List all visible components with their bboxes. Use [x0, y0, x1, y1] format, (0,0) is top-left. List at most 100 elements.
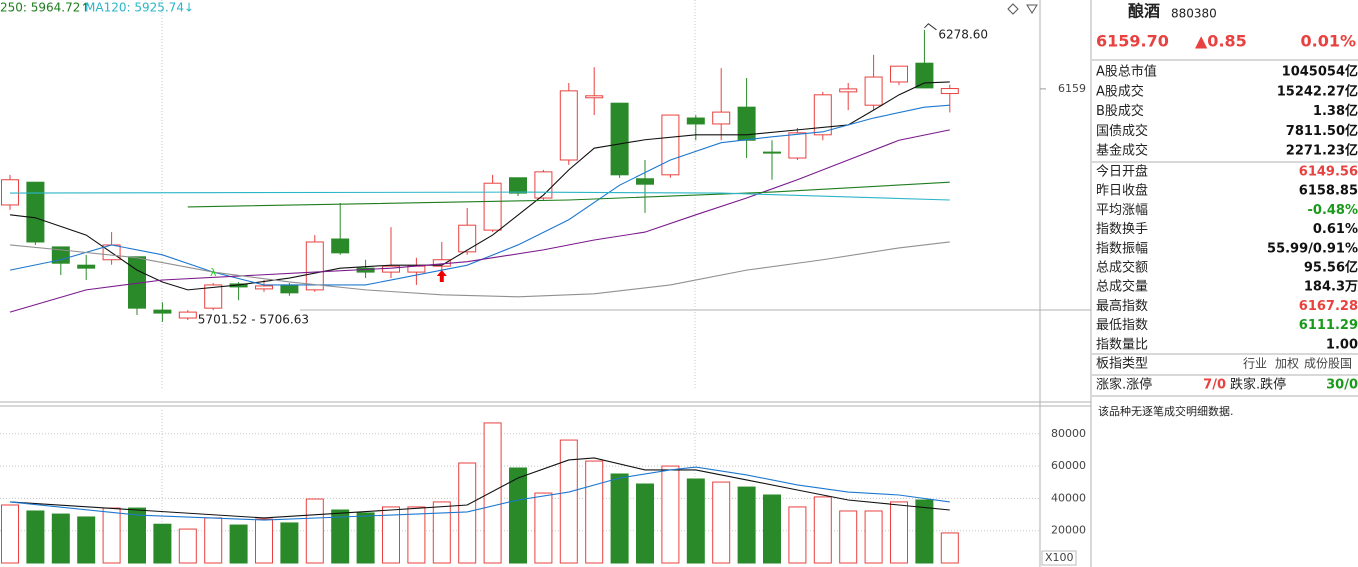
- ma120-legend: MA120: 5925.74↓: [85, 1, 194, 15]
- down-count: 30/0: [1326, 378, 1358, 393]
- row-value: 6149.56: [1299, 165, 1358, 180]
- row-label: 指数量比: [1096, 337, 1148, 352]
- ma-line: [187, 181, 950, 208]
- candle-body: [204, 284, 223, 309]
- volume-bar: [915, 499, 934, 564]
- volume-bar: [763, 494, 781, 564]
- row-label: 最高指数: [1096, 298, 1148, 314]
- volume-bar: [407, 506, 426, 564]
- row-label: 总成交额: [1096, 260, 1148, 276]
- volume-bar: [788, 506, 807, 564]
- row-label: 指数振幅: [1096, 241, 1148, 256]
- row-value: 15242.27亿: [1277, 83, 1358, 99]
- unit-label: X100: [1045, 551, 1074, 564]
- candle-body: [610, 102, 629, 176]
- row-value: 7811.50亿: [1286, 123, 1358, 139]
- candle-body: [1, 179, 19, 206]
- row-value: 2271.23亿: [1286, 143, 1358, 159]
- volume-bar: [737, 486, 756, 564]
- candle-body: [178, 311, 197, 319]
- volume-bar: [229, 524, 248, 564]
- ma-line: [9, 191, 950, 201]
- candle-body: [153, 309, 172, 314]
- row-value: 1.00: [1326, 337, 1358, 352]
- candle-body: [407, 265, 426, 273]
- row-label: 跌家.跌停: [1230, 377, 1286, 393]
- volume-bar: [483, 422, 502, 564]
- candle-body: [788, 132, 807, 159]
- candle-body: [864, 76, 883, 106]
- low-annotation: 5701.52 - 5706.63: [198, 312, 309, 326]
- diamond-icon[interactable]: [1007, 3, 1019, 15]
- row-label: A股总市值: [1096, 64, 1157, 80]
- row-value: 6167.28: [1299, 299, 1358, 314]
- y-tick-label: 80000: [1051, 427, 1086, 440]
- y-tick-label: 20000: [1051, 524, 1086, 537]
- change: ▲0.85: [1195, 32, 1247, 51]
- volume-bar: [636, 483, 654, 564]
- ma250-legend: 250: 5964.72↑: [0, 1, 90, 15]
- volume-bar: [839, 510, 858, 564]
- row-value: 184.3万: [1304, 280, 1358, 295]
- volume-ma-line: [9, 457, 950, 519]
- candle-body: [813, 94, 832, 136]
- candle-body: [305, 241, 324, 291]
- volume-bar: [331, 509, 350, 564]
- volume-bar: [686, 478, 705, 564]
- y-tick-label: 6159: [1058, 82, 1086, 95]
- ma-line: [9, 81, 950, 291]
- candle-body: [280, 284, 299, 294]
- row-value: 6111.29: [1299, 318, 1358, 333]
- candle-body: [661, 114, 680, 176]
- type-option[interactable]: 行业: [1243, 357, 1267, 371]
- row-label: A股成交: [1096, 83, 1144, 99]
- ma-line: [9, 241, 950, 298]
- candle-body: [534, 171, 553, 199]
- volume-bar: [280, 522, 299, 564]
- volume-bar: [26, 510, 45, 564]
- row-label: 最低指数: [1096, 318, 1148, 333]
- message: 该品种无逐笔成交明细数据.: [1098, 404, 1234, 418]
- ma-line: [9, 104, 950, 286]
- row-label: 昨日收盘: [1096, 183, 1148, 199]
- volume-bar: [305, 498, 324, 564]
- row-value: 0.61%: [1313, 222, 1358, 237]
- candle-body: [382, 265, 400, 273]
- candle-body: [458, 224, 477, 253]
- row-value: 1045054亿: [1282, 64, 1358, 80]
- type-option[interactable]: 成份股国: [1304, 357, 1352, 371]
- row-value: 1.38亿: [1313, 103, 1358, 119]
- volume-bar: [102, 507, 121, 564]
- ma-line: [9, 129, 950, 313]
- candle-body: [559, 90, 578, 161]
- signal-icon: λ: [210, 266, 217, 279]
- unit-box: [1041, 550, 1077, 566]
- volume-bar: [534, 492, 553, 564]
- candle-body: [940, 88, 959, 95]
- candle-body: [636, 178, 654, 185]
- row-label: 基金成交: [1096, 143, 1148, 159]
- volume-bar: [559, 439, 578, 564]
- y-tick-label: 60000: [1051, 459, 1086, 472]
- row-label: 平均涨幅: [1096, 203, 1148, 218]
- volume-bar: [51, 513, 70, 564]
- type-option[interactable]: 加权: [1275, 357, 1299, 371]
- volume-bar: [458, 462, 477, 564]
- row-value: 55.99/0.91%: [1267, 241, 1358, 256]
- menu-icon[interactable]: [1026, 4, 1038, 14]
- row-value: 95.56亿: [1304, 260, 1358, 276]
- candle-body: [331, 238, 350, 254]
- pointer: [924, 23, 937, 31]
- candle-body: [77, 264, 96, 269]
- volume-bar: [509, 467, 527, 564]
- volume-bar: [204, 517, 223, 564]
- y-tick-label: 40000: [1051, 491, 1086, 504]
- volume-bar: [1, 504, 19, 564]
- candle-body: [26, 181, 45, 243]
- volume-bar: [432, 501, 451, 564]
- volume-bar: [940, 532, 959, 564]
- row-label: 指数换手: [1096, 222, 1148, 237]
- volume-bar: [813, 496, 832, 564]
